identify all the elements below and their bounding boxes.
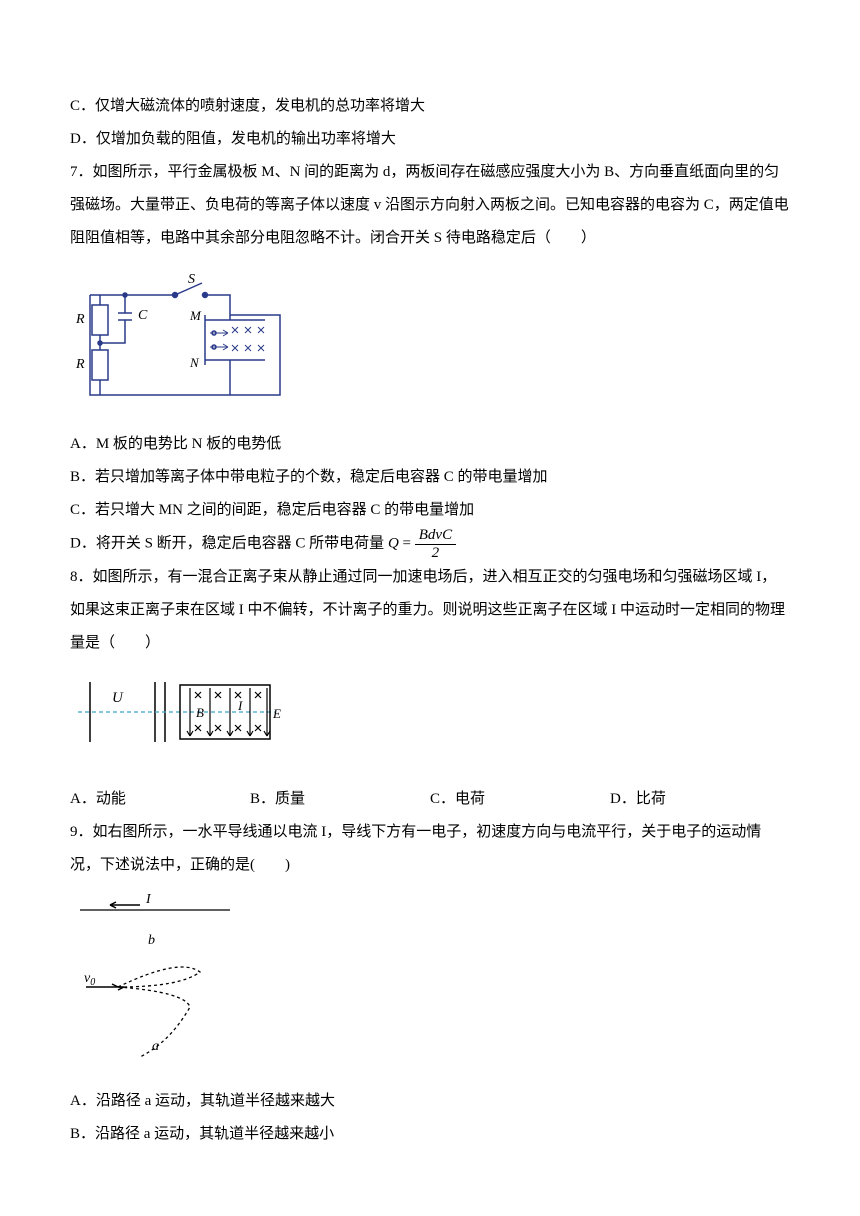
label-n: N [189,355,200,370]
q7-optd-frac: BdvC 2 [415,527,456,561]
q7-option-a: A．M 板的电势比 N 板的电势低 [70,428,790,461]
q8-option-d: D．比荷 [610,783,790,816]
q9-figure: I b v0 a [70,892,790,1075]
label-e: E [272,706,281,721]
q8-stem: 8．如图所示，有一混合正离子束从静止通过同一加速电场后，进入相互正交的匀强电场和… [70,561,790,660]
q7-optd-den: 2 [415,545,456,562]
q6-option-c: C．仅增大磁流体的喷射速度，发电机的总功率将增大 [70,90,790,123]
q9-option-a: A．沿路径 a 运动，其轨道半径越来越大 [70,1085,790,1118]
q8-option-c: C．电荷 [430,783,610,816]
label-r2: R [75,357,85,372]
label-i: I [237,698,243,713]
label-b-path: b [148,933,155,948]
q7-optd-num: BdvC [415,527,456,545]
q7-optd-prefix: D．将开关 S 断开，稳定后电容器 C 所带电荷量 [70,535,388,551]
q7-option-b: B．若只增加等离子体中带电粒子的个数，稳定后电容器 C 的带电量增加 [70,461,790,494]
label-u: U [112,690,124,706]
q9-option-b: B．沿路径 a 运动，其轨道半径越来越小 [70,1118,790,1151]
q7-stem: 7．如图所示，平行金属极板 M、N 间的距离为 d，两板间存在磁感应强度大小为 … [70,156,790,255]
q7-option-c: C．若只增大 MN 之间的间距，稳定后电容器 C 的带电量增加 [70,494,790,527]
q9-stem: 9．如右图所示，一水平导线通以电流 I，导线下方有一电子，初速度方向与电流平行，… [70,816,790,882]
label-v0: v0 [84,971,95,988]
label-r1: R [75,312,85,327]
q7-optd-eq: = [403,535,415,551]
label-a-path: a [152,1039,159,1054]
q8-options: A．动能 B．质量 C．电荷 D．比荷 [70,783,790,816]
q6-option-d: D．仅增加负载的阻值，发电机的输出功率将增大 [70,123,790,156]
label-s: S [188,272,195,287]
q7-option-d: D．将开关 S 断开，稳定后电容器 C 所带电荷量 Q = BdvC 2 [70,527,790,561]
q8-option-a: A．动能 [70,783,250,816]
label-b: B [196,705,204,720]
q7-optd-q: Q [388,535,399,551]
q8-figure: U B I E [70,670,790,773]
label-m: M [189,308,202,323]
q7-figure: S C R R M N [70,265,790,418]
q8-option-b: B．质量 [250,783,430,816]
label-current: I [145,892,152,907]
label-c: C [138,308,148,323]
